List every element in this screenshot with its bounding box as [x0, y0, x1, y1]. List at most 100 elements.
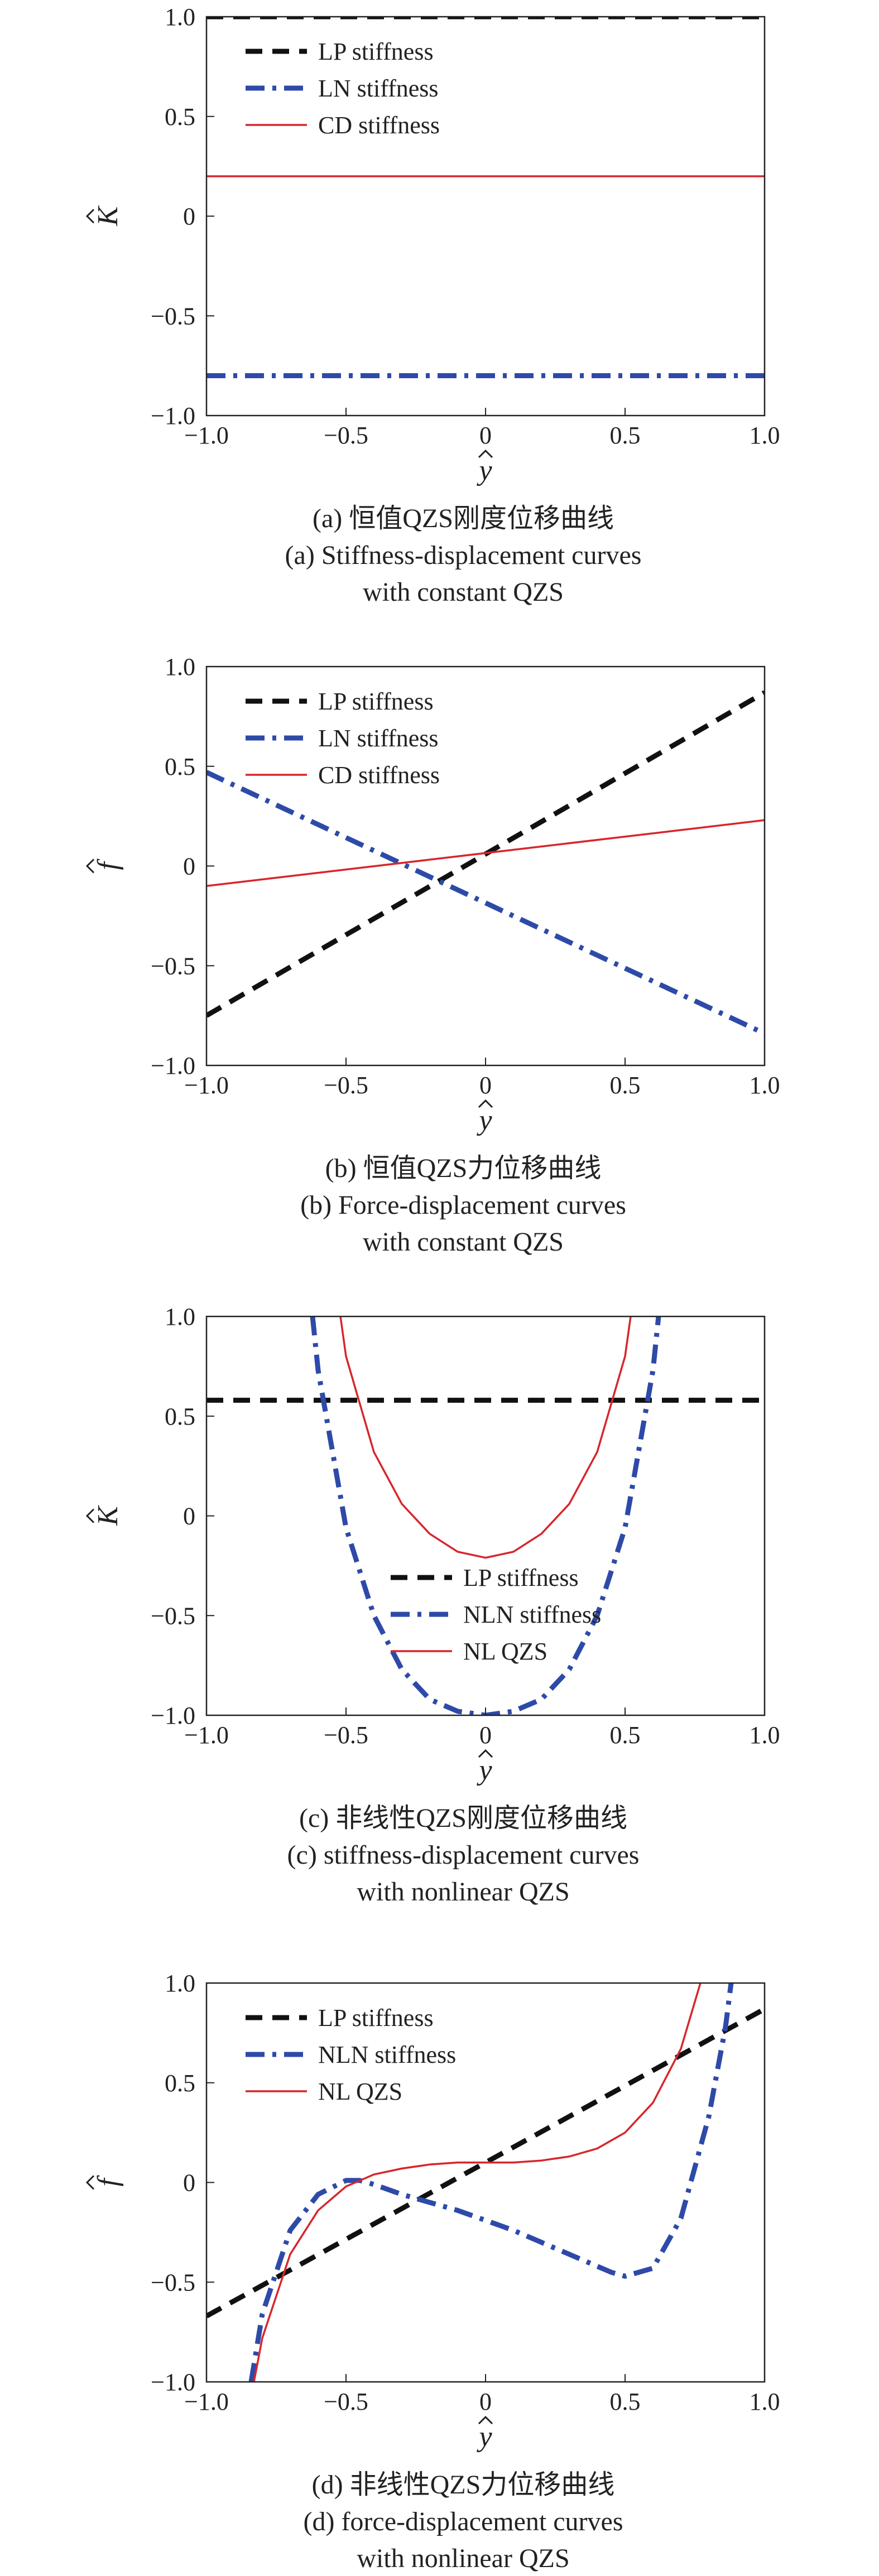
- panel-a: −1.0 −0.5 0 0.5 1.0 1.0 0.5 0 −0.5 −1.0 y K LP stiff…: [85, 3, 780, 607]
- y-axis-label-group: K: [85, 205, 124, 226]
- y-tick-label: 0.5: [165, 2070, 195, 2097]
- series-nln-stiffness: [310, 1316, 661, 1715]
- caption-line: (b) 恒值QZS力位移曲线: [325, 1154, 602, 1183]
- caption-line: (c) 非线性QZS刚度位移曲线: [299, 1803, 627, 1833]
- legend-label: NLN stiffness: [318, 2041, 456, 2068]
- caption-line: (d) 非线性QZS力位移曲线: [312, 2470, 615, 2500]
- y-axis-hat: [85, 209, 95, 224]
- y-tick-label: 0: [183, 1503, 195, 1530]
- x-tick-label: −1.0: [184, 1721, 229, 1749]
- caption-line: (d) force-displacement curves: [303, 2507, 623, 2536]
- x-axis-hat: [478, 1099, 493, 1108]
- legend-label: LP stiffness: [318, 38, 434, 65]
- x-tick-label: 1.0: [750, 1721, 780, 1749]
- x-tick-label: −1.0: [184, 1072, 229, 1099]
- y-axis-label: K: [92, 205, 124, 226]
- x-axis-hat: [478, 1749, 493, 1758]
- x-tick-label: −0.5: [324, 422, 368, 449]
- legend: LP stiffness LN stiffness CD stiffness: [246, 688, 440, 789]
- y-tick-label: 0: [183, 203, 195, 230]
- x-tick-label: 0: [479, 1721, 492, 1749]
- caption-line: with nonlinear QZS: [357, 1877, 569, 1907]
- y-tick-label: −1.0: [151, 1702, 195, 1729]
- legend-label: NL QZS: [318, 2078, 402, 2105]
- x-tick-label: 0.5: [610, 422, 641, 449]
- y-axis-label-group: f: [85, 858, 124, 874]
- legend-label: CD stiffness: [318, 761, 440, 789]
- x-tick-label: 0: [479, 1072, 492, 1099]
- series-nl-qzs: [339, 1316, 632, 1559]
- x-tick-label: 0.5: [610, 1072, 641, 1099]
- y-tick-label: 0.5: [165, 103, 195, 131]
- y-tick-label: −0.5: [151, 952, 195, 980]
- x-tick-label: −0.5: [324, 1072, 368, 1099]
- y-tick-label: 1.0: [165, 653, 195, 681]
- panel-c: −1.0 −0.5 0 0.5 1.0 1.0 0.5 0 −0.5 −1.0 y K LP stiff…: [85, 1303, 780, 1907]
- y-tick-label: 0.5: [165, 1403, 195, 1430]
- legend-label: LP stiffness: [463, 1564, 579, 1591]
- legend-label: NLN stiffness: [463, 1601, 601, 1628]
- y-axis-label: f: [92, 2175, 124, 2187]
- y-tick-label: −1.0: [151, 2368, 195, 2396]
- x-axis-label: y: [476, 455, 492, 486]
- y-axis-label-group: f: [85, 2175, 124, 2190]
- y-tick-label: −1.0: [151, 1052, 195, 1079]
- y-tick-label: 1.0: [165, 3, 195, 31]
- x-tick-label: 1.0: [750, 1072, 780, 1099]
- x-tick-label: 1.0: [750, 422, 780, 449]
- y-axis-hat: [85, 2175, 95, 2190]
- x-tick-label: 0: [479, 2388, 492, 2415]
- series-nl-qzs: [253, 1983, 702, 2382]
- x-tick-label: −1.0: [184, 2388, 229, 2415]
- x-tick-label: 0: [479, 422, 492, 449]
- y-axis-hat: [85, 1508, 95, 1523]
- plot-frame: [205, 665, 766, 1067]
- x-axis-label: y: [476, 1104, 492, 1136]
- caption-line: (a) Stiffness-displacement curves: [285, 541, 642, 570]
- series-cd-stiffness: [206, 819, 765, 887]
- caption-line: with constant QZS: [363, 577, 564, 607]
- x-axis-label: y: [476, 1754, 492, 1786]
- caption-line: (a) 恒值QZS刚度位移曲线: [313, 504, 614, 533]
- y-axis-label-group: K: [85, 1505, 124, 1526]
- y-tick-label: 0: [183, 2169, 195, 2197]
- legend-label: LN stiffness: [318, 75, 439, 102]
- caption-line: (c) stiffness-displacement curves: [287, 1840, 640, 1870]
- caption-line: with constant QZS: [363, 1227, 564, 1257]
- y-tick-label: 0: [183, 853, 195, 880]
- y-tick-label: 0.5: [165, 753, 195, 780]
- x-tick-label: 1.0: [750, 2388, 780, 2415]
- legend-label: NL QZS: [463, 1638, 547, 1665]
- x-axis-hat: [478, 2415, 493, 2425]
- plot-frame: [205, 16, 766, 417]
- y-tick-label: 1.0: [165, 1970, 195, 1997]
- x-tick-label: −0.5: [324, 2388, 368, 2415]
- x-tick-label: −1.0: [184, 422, 229, 449]
- x-tick-label: 0.5: [610, 1721, 641, 1749]
- caption-line: with nonlinear QZS: [357, 2544, 569, 2573]
- caption-line: (b) Force-displacement curves: [300, 1190, 626, 1220]
- series-nln-stiffness: [248, 1983, 734, 2382]
- y-tick-label: −1.0: [151, 402, 195, 430]
- legend-label: LP stiffness: [318, 688, 434, 715]
- legend: LP stiffness NLN stiffness NL QZS: [246, 2004, 456, 2105]
- panel-d: −1.0 −0.5 0 0.5 1.0 1.0 0.5 0 −0.5 −1.0 y f LP stiff…: [85, 1970, 780, 2573]
- legend-label: LP stiffness: [318, 2004, 434, 2032]
- x-axis-label: y: [476, 2421, 492, 2453]
- series-ln-stiffness: [206, 770, 765, 1036]
- y-tick-label: −0.5: [151, 1602, 195, 1629]
- x-tick-label: 0.5: [610, 2388, 641, 2415]
- legend-label: LN stiffness: [318, 725, 439, 752]
- legend-label: CD stiffness: [318, 112, 440, 139]
- plot-frame: [205, 1982, 766, 2383]
- legend: LP stiffness NLN stiffness NL QZS: [391, 1564, 601, 1665]
- y-tick-label: −0.5: [151, 302, 195, 330]
- y-tick-label: 1.0: [165, 1303, 195, 1330]
- y-axis-hat: [85, 858, 95, 874]
- legend: LP stiffness LN stiffness CD stiffness: [246, 38, 440, 139]
- y-tick-label: −0.5: [151, 2269, 195, 2296]
- y-axis-label: f: [92, 858, 124, 870]
- x-axis-hat: [478, 449, 493, 459]
- panel-b: −1.0 −0.5 0 0.5 1.0 1.0 0.5 0 −0.5 −1.0 y f LP stiff…: [85, 653, 780, 1257]
